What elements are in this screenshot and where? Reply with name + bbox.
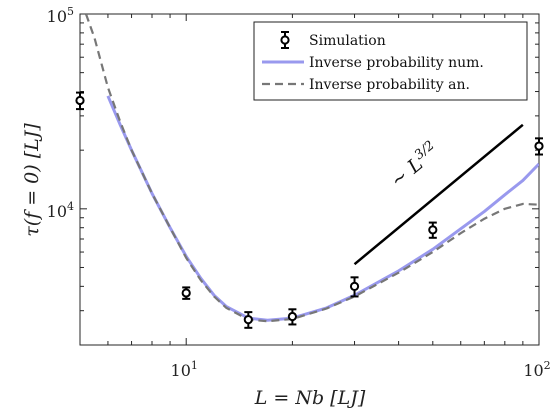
data-point xyxy=(243,315,253,325)
data-point xyxy=(349,281,360,291)
legend-marker xyxy=(280,35,290,45)
scaling-label: ∼ L3/2 xyxy=(385,138,443,192)
legend-label: Inverse probability an. xyxy=(309,77,470,93)
markers xyxy=(75,91,544,329)
legend-label: Simulation xyxy=(309,33,386,49)
legend-label: Inverse probability num. xyxy=(309,55,484,71)
numeric-curve xyxy=(106,95,539,322)
plot-frame xyxy=(79,13,540,346)
y-axis-label: τ(f = 0) [LJ] xyxy=(21,123,43,237)
data-point xyxy=(181,288,191,298)
data-point xyxy=(75,95,85,106)
legend: Simulation Inverse probability num. Invers… xyxy=(253,21,528,101)
axis-ticks xyxy=(80,13,540,345)
y-tick-label: 104 xyxy=(47,200,74,221)
x-tick-label: 102 xyxy=(523,359,550,380)
data-point xyxy=(534,141,544,151)
data-point xyxy=(287,311,298,322)
data-point xyxy=(428,225,438,235)
x-tick-label: 101 xyxy=(171,359,198,380)
tick-labels: 101 102 104 105 xyxy=(47,5,551,380)
y-tick-label: 105 xyxy=(47,5,74,26)
scaling-line xyxy=(353,123,524,266)
x-axis-label: L = Nb [LJ] xyxy=(254,387,366,409)
